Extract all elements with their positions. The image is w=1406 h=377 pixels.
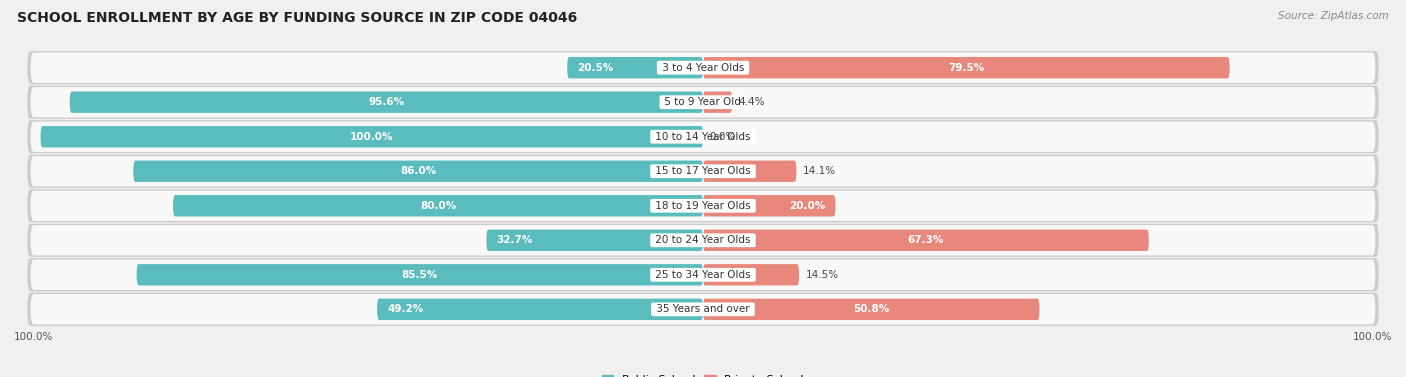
- Text: 95.6%: 95.6%: [368, 97, 405, 107]
- Text: 86.0%: 86.0%: [401, 166, 436, 176]
- Text: 3 to 4 Year Olds: 3 to 4 Year Olds: [658, 63, 748, 73]
- Text: 85.5%: 85.5%: [402, 270, 437, 280]
- FancyBboxPatch shape: [31, 52, 1375, 83]
- FancyBboxPatch shape: [27, 189, 1379, 222]
- Text: 100.0%: 100.0%: [350, 132, 394, 142]
- FancyBboxPatch shape: [136, 264, 703, 285]
- FancyBboxPatch shape: [31, 121, 1375, 152]
- FancyBboxPatch shape: [703, 299, 1039, 320]
- FancyBboxPatch shape: [173, 195, 703, 216]
- Text: 18 to 19 Year Olds: 18 to 19 Year Olds: [652, 201, 754, 211]
- Text: 100.0%: 100.0%: [1353, 332, 1392, 342]
- Text: SCHOOL ENROLLMENT BY AGE BY FUNDING SOURCE IN ZIP CODE 04046: SCHOOL ENROLLMENT BY AGE BY FUNDING SOUR…: [17, 11, 576, 25]
- FancyBboxPatch shape: [31, 156, 1375, 187]
- Text: 0.0%: 0.0%: [710, 132, 735, 142]
- Text: 67.3%: 67.3%: [908, 235, 943, 245]
- Text: 79.5%: 79.5%: [948, 63, 984, 73]
- FancyBboxPatch shape: [31, 260, 1375, 290]
- Text: 15 to 17 Year Olds: 15 to 17 Year Olds: [652, 166, 754, 176]
- Text: 49.2%: 49.2%: [387, 304, 423, 314]
- FancyBboxPatch shape: [41, 126, 703, 147]
- Text: 20 to 24 Year Olds: 20 to 24 Year Olds: [652, 235, 754, 245]
- FancyBboxPatch shape: [134, 161, 703, 182]
- FancyBboxPatch shape: [27, 258, 1379, 291]
- FancyBboxPatch shape: [703, 57, 1230, 78]
- FancyBboxPatch shape: [27, 120, 1379, 153]
- FancyBboxPatch shape: [27, 51, 1379, 84]
- FancyBboxPatch shape: [27, 224, 1379, 257]
- Legend: Public School, Private School: Public School, Private School: [598, 370, 808, 377]
- Text: 20.5%: 20.5%: [576, 63, 613, 73]
- FancyBboxPatch shape: [27, 293, 1379, 326]
- Text: 50.8%: 50.8%: [853, 304, 890, 314]
- FancyBboxPatch shape: [703, 161, 796, 182]
- FancyBboxPatch shape: [31, 87, 1375, 117]
- FancyBboxPatch shape: [31, 225, 1375, 256]
- Text: 14.5%: 14.5%: [806, 270, 839, 280]
- FancyBboxPatch shape: [567, 57, 703, 78]
- Text: 5 to 9 Year Old: 5 to 9 Year Old: [661, 97, 745, 107]
- Text: Source: ZipAtlas.com: Source: ZipAtlas.com: [1278, 11, 1389, 21]
- FancyBboxPatch shape: [31, 294, 1375, 325]
- Text: 25 to 34 Year Olds: 25 to 34 Year Olds: [652, 270, 754, 280]
- FancyBboxPatch shape: [27, 86, 1379, 119]
- FancyBboxPatch shape: [31, 190, 1375, 221]
- FancyBboxPatch shape: [377, 299, 703, 320]
- Text: 10 to 14 Year Olds: 10 to 14 Year Olds: [652, 132, 754, 142]
- Text: 100.0%: 100.0%: [14, 332, 53, 342]
- FancyBboxPatch shape: [703, 264, 799, 285]
- Text: 14.1%: 14.1%: [803, 166, 837, 176]
- Text: 4.4%: 4.4%: [738, 97, 765, 107]
- FancyBboxPatch shape: [703, 230, 1149, 251]
- FancyBboxPatch shape: [703, 92, 733, 113]
- FancyBboxPatch shape: [70, 92, 703, 113]
- Text: 20.0%: 20.0%: [789, 201, 825, 211]
- Text: 32.7%: 32.7%: [496, 235, 533, 245]
- FancyBboxPatch shape: [27, 155, 1379, 188]
- Text: 80.0%: 80.0%: [420, 201, 456, 211]
- FancyBboxPatch shape: [703, 195, 835, 216]
- Text: 35 Years and over: 35 Years and over: [652, 304, 754, 314]
- FancyBboxPatch shape: [486, 230, 703, 251]
